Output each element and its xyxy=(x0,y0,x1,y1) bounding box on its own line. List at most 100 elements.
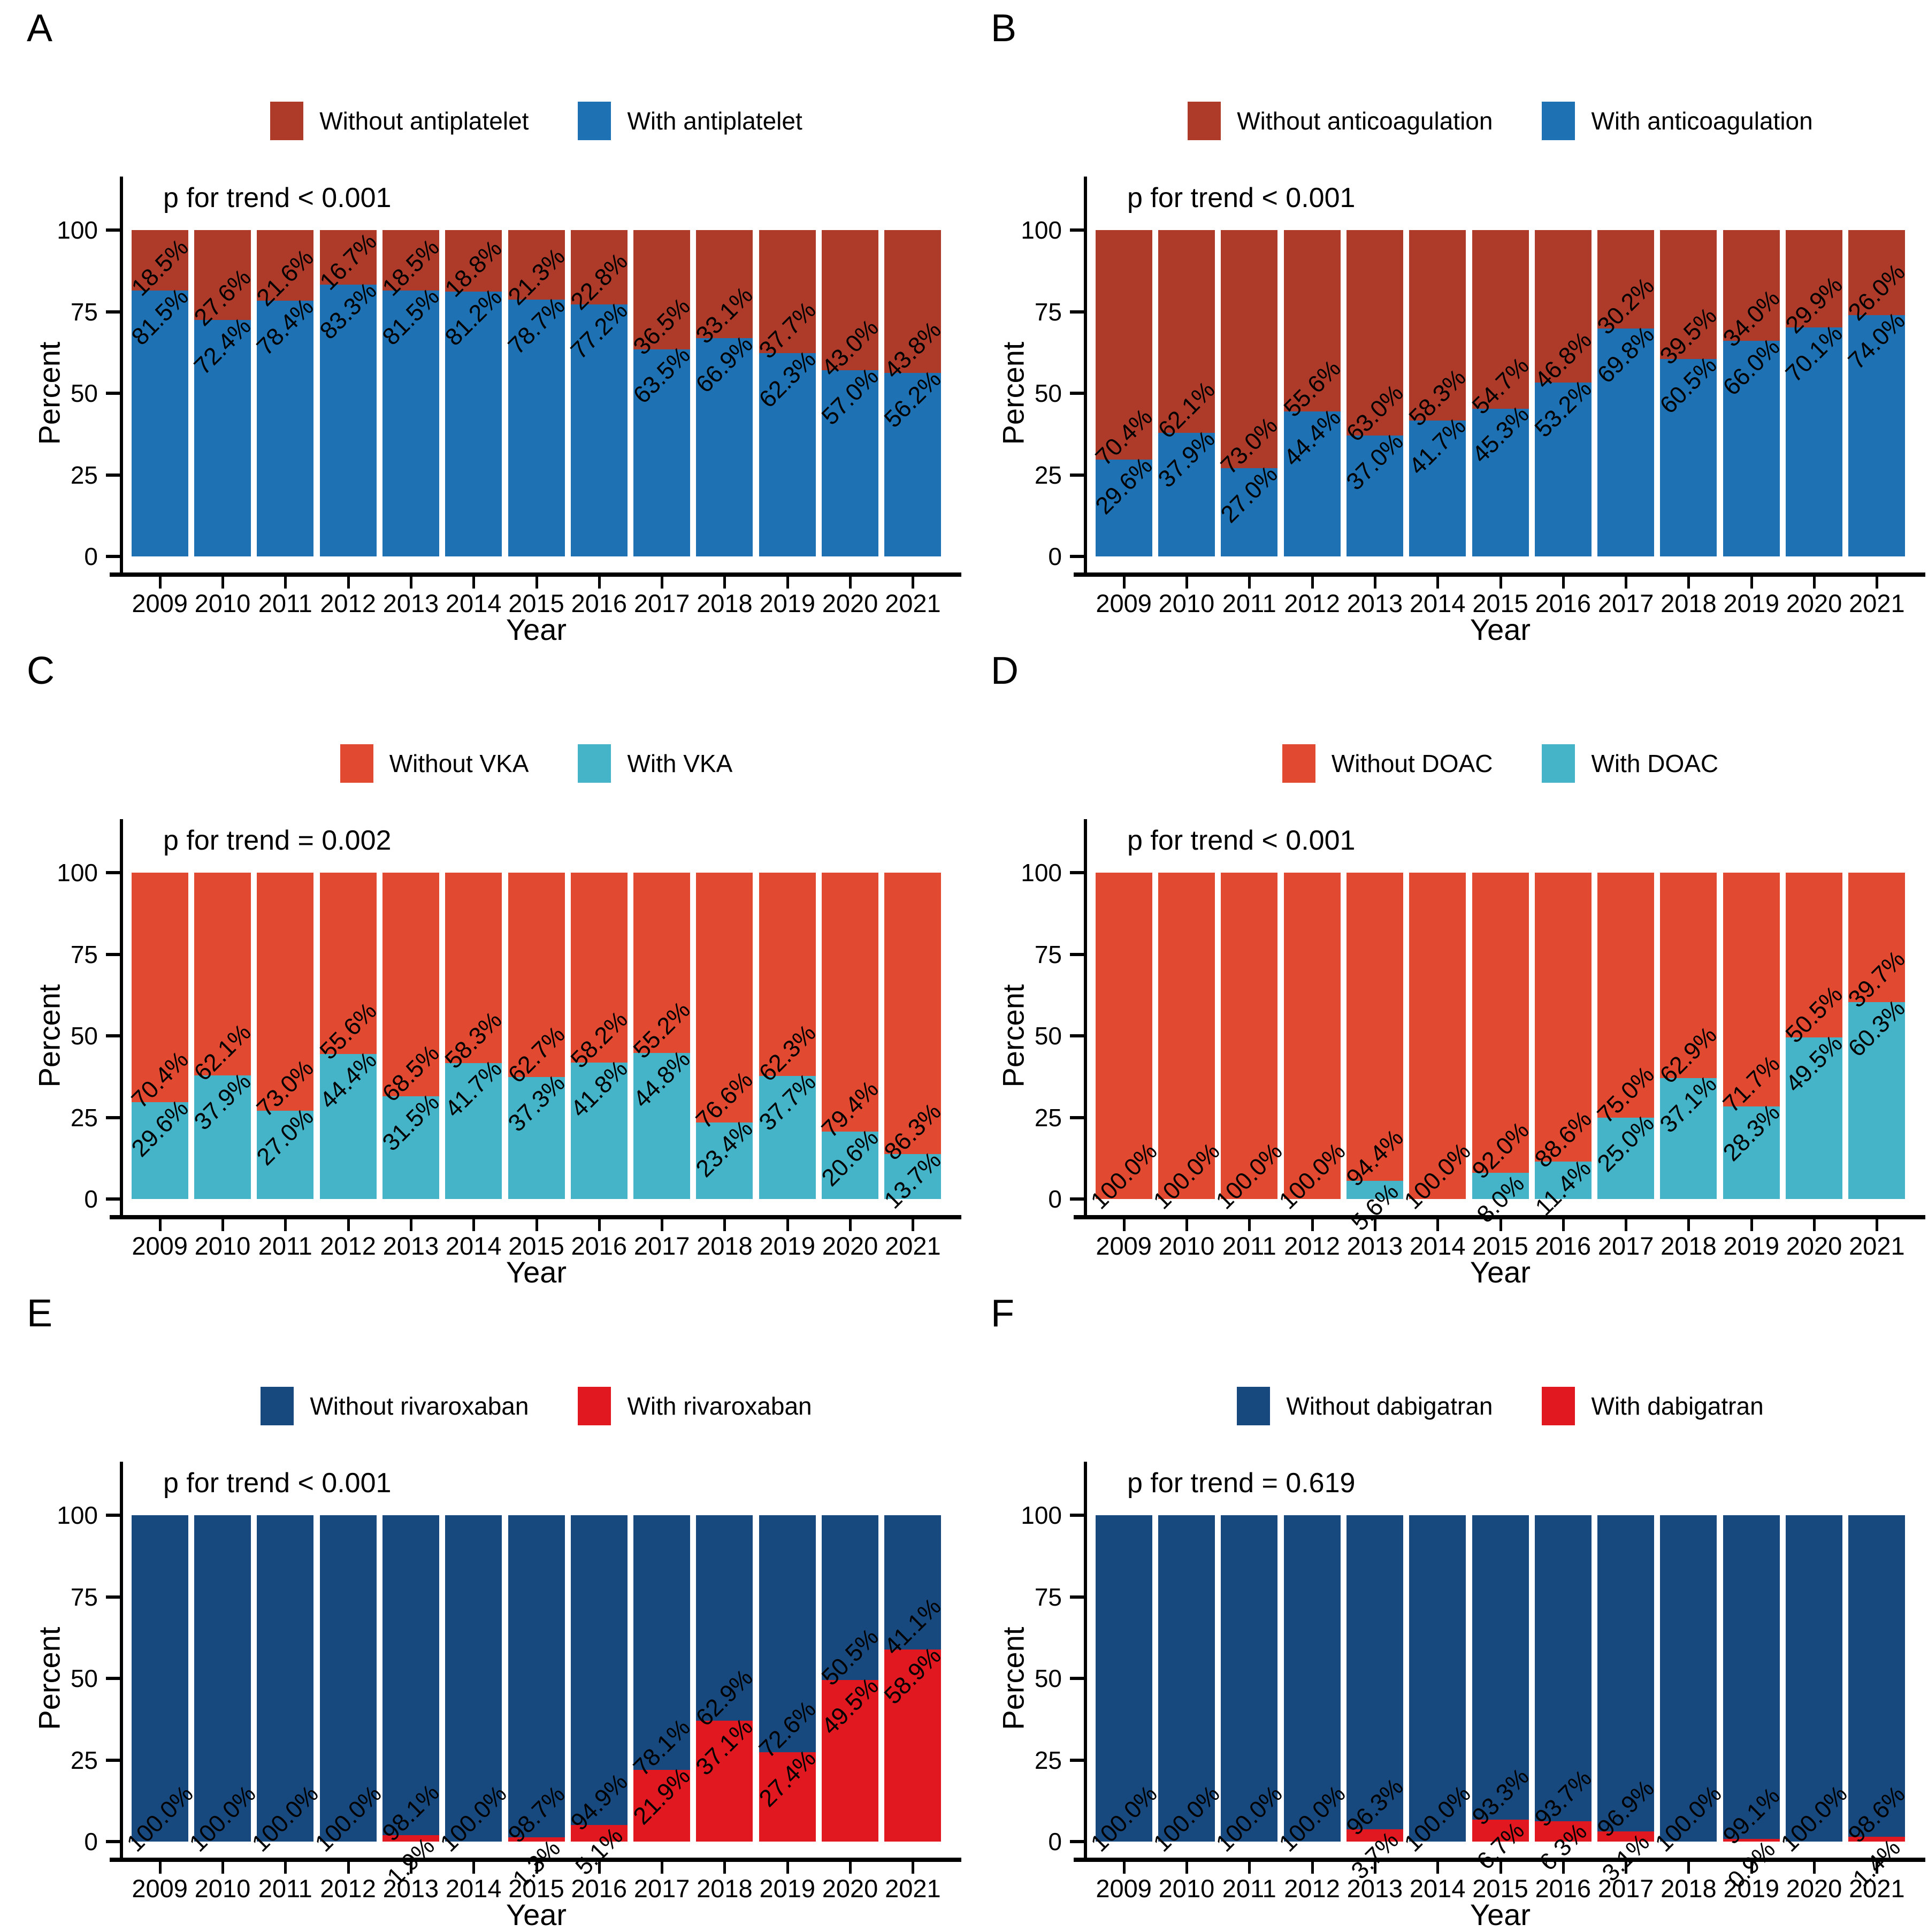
bar-2009: 29.6% 70.4% xyxy=(1090,230,1157,556)
year-label: 2019 xyxy=(1723,1874,1779,1903)
bar-segment-with xyxy=(1723,1838,1780,1842)
bar-segment-without xyxy=(319,230,377,285)
legend-label-without: Without anticoagulation xyxy=(1237,107,1493,135)
year-label: 2019 xyxy=(759,1874,815,1903)
x-tick-mark xyxy=(1687,1219,1690,1231)
x-tick-mark xyxy=(1813,1219,1816,1231)
bar-2009: 100.0% xyxy=(1085,1515,1162,1857)
legend-item-without: Without DOAC xyxy=(1282,744,1493,783)
x-tick-mark xyxy=(1876,577,1879,589)
bar-2016: 5.1% 94.9% xyxy=(565,1515,633,1880)
year-label: 2011 xyxy=(1222,589,1276,617)
bar-segment-with xyxy=(884,1154,942,1199)
bar-segment-without xyxy=(1158,1515,1215,1842)
bar-segment-with xyxy=(1848,315,1906,556)
y-tick-mark xyxy=(106,1034,121,1037)
x-axis-title: Year xyxy=(506,1255,567,1289)
bars-area: 29.6% 70.4% 37.9% 62.1% 27.0% 73.0% 44.4% 55.6%… xyxy=(126,873,946,1214)
bar-segment-with xyxy=(319,284,377,556)
bars-area: 100.0% 100.0% 100.0% 100.0% 1.9% 98.1% 100.0% 1… xyxy=(121,1515,946,1892)
legend-swatch-with xyxy=(578,102,611,140)
y-tick-label: 50 xyxy=(70,1664,98,1692)
p-for-trend-label: p for trend < 0.001 xyxy=(1127,825,1356,856)
year-label: 2014 xyxy=(1409,1874,1466,1903)
year-label: 2015 xyxy=(508,1232,564,1260)
bar-segment-without xyxy=(1723,1515,1780,1839)
year-label: 2015 xyxy=(508,1874,564,1903)
x-tick-mark xyxy=(535,1862,538,1874)
bar-segment-without xyxy=(1597,230,1655,329)
bar-segment-with xyxy=(1597,1831,1655,1842)
y-tick-label: 50 xyxy=(70,379,98,407)
bar-2012: 100.0% xyxy=(1273,1515,1350,1857)
y-tick-mark xyxy=(1070,310,1085,314)
bar-2019: 27.4% 72.6% xyxy=(753,1515,821,1842)
year-label: 2010 xyxy=(1158,589,1215,617)
x-tick-mark xyxy=(1562,1219,1565,1231)
x-tick-mark xyxy=(661,577,664,589)
x-tick-mark xyxy=(409,577,412,589)
bar-2013: 3.7% 96.3% xyxy=(1341,1515,1409,1884)
bar-segment-without xyxy=(570,1515,628,1825)
legend-label-without: Without VKA xyxy=(389,750,529,777)
bar-segment-without xyxy=(1472,230,1529,409)
legend-swatch-with xyxy=(578,744,611,783)
y-tick-label: 75 xyxy=(1034,1583,1062,1611)
bar-segment-without xyxy=(696,230,753,338)
bar-2020: 20.6% 79.4% xyxy=(816,873,884,1199)
y-tick-mark xyxy=(106,1840,121,1843)
legend-label-without: Without DOAC xyxy=(1331,750,1493,777)
bar-2010: 100.0% xyxy=(1148,873,1225,1215)
bar-2011: 27.0% 73.0% xyxy=(1215,230,1283,556)
legend-swatch-without xyxy=(340,744,373,783)
bar-segment-without xyxy=(382,1515,439,1836)
bar-segment-without xyxy=(1723,873,1780,1107)
legend-label-without: Without dabigatran xyxy=(1286,1392,1493,1420)
panel-letter: E xyxy=(27,1292,53,1335)
y-tick-label: 25 xyxy=(1034,1103,1062,1132)
bar-2020: 57.0% 43.0% xyxy=(816,230,884,556)
year-label: 2012 xyxy=(1284,1232,1340,1260)
x-tick-mark xyxy=(786,577,789,589)
x-tick-mark xyxy=(1311,577,1314,589)
year-label: 2020 xyxy=(822,1874,878,1903)
x-tick-mark xyxy=(1373,1219,1376,1231)
x-tick-mark xyxy=(723,1862,726,1874)
bar-segment-without xyxy=(131,230,188,291)
y-tick-mark xyxy=(1070,473,1085,477)
y-tick-label: 100 xyxy=(1021,216,1062,244)
x-tick-mark xyxy=(1311,1219,1314,1231)
year-label: 2010 xyxy=(1158,1874,1215,1903)
bar-segment-without xyxy=(884,1515,942,1650)
x-tick-mark xyxy=(1248,577,1251,589)
bar-segment-without xyxy=(194,873,251,1075)
y-tick-label: 75 xyxy=(1034,940,1062,968)
legend-label-with: With DOAC xyxy=(1591,750,1719,777)
y-tick-label: 50 xyxy=(1034,1022,1062,1050)
bar-segment-without xyxy=(1534,230,1592,383)
y-tick-mark xyxy=(1070,228,1085,232)
y-tick-label: 0 xyxy=(84,543,98,570)
bar-segment-with xyxy=(319,1054,377,1199)
bar-segment-with xyxy=(194,1075,251,1199)
x-axis-title: Year xyxy=(506,613,567,646)
x-tick-mark xyxy=(1311,1862,1314,1874)
year-label: 2010 xyxy=(1158,1232,1215,1260)
x-tick-mark xyxy=(347,1219,350,1231)
bar-segment-without xyxy=(194,230,251,320)
y-tick-mark xyxy=(1070,1595,1085,1599)
bar-segment-with xyxy=(445,291,502,556)
bar-2020: 49.5% 50.5% xyxy=(1780,873,1848,1199)
bar-2010: 100.0% xyxy=(184,1515,261,1857)
bar-segment-with xyxy=(1660,1078,1717,1199)
chart-panel-c: C Without VKA With VKA p for trend = 0.0… xyxy=(0,643,964,1289)
y-tick-label: 0 xyxy=(1048,543,1062,570)
bar-segment-with xyxy=(1723,341,1780,556)
bar-segment-without xyxy=(1283,1515,1341,1842)
bar-segment-with xyxy=(1472,408,1529,556)
year-label: 2009 xyxy=(1096,589,1152,617)
bar-2021: 13.7% 86.3% xyxy=(879,873,946,1214)
legend-swatch-without xyxy=(1282,744,1315,783)
bar-segment-without xyxy=(1221,230,1278,469)
y-tick-mark xyxy=(1070,392,1085,395)
